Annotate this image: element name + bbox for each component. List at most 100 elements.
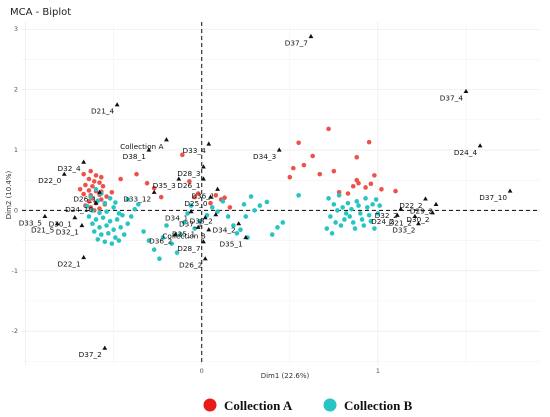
point-collection-a	[331, 168, 337, 174]
variable-label: D24_2	[371, 217, 394, 226]
point-collection-a	[104, 194, 109, 199]
variable-marker	[54, 221, 60, 226]
point-collection-b	[125, 221, 131, 226]
point-collection-b	[220, 199, 226, 204]
point-collection-a	[317, 171, 323, 177]
variable-label: D34_1	[165, 214, 188, 223]
variable-label: D37_10	[479, 193, 507, 202]
variable-marker	[102, 345, 108, 350]
point-collection-a	[227, 205, 233, 210]
point-collection-b	[100, 215, 106, 220]
point-collection-a	[93, 173, 99, 178]
point-collection-a	[88, 168, 94, 174]
point-collection-b	[361, 223, 367, 228]
variable-label: Collection A	[120, 142, 163, 151]
point-collection-b	[141, 229, 146, 234]
point-collection-a	[81, 191, 86, 197]
variable-marker	[433, 201, 439, 206]
y-tick-label: 1	[14, 146, 18, 154]
point-collection-b	[104, 223, 109, 228]
point-collection-b	[178, 232, 183, 237]
point-collection-a	[310, 153, 316, 159]
point-collection-b	[352, 226, 358, 231]
variable-label: D33_4	[183, 146, 207, 155]
variable-marker	[188, 209, 194, 214]
variable-label: Collection B	[162, 232, 205, 241]
point-collection-b	[174, 250, 180, 255]
point-collection-b	[98, 232, 104, 237]
variable-marker	[81, 159, 87, 164]
point-collection-a	[354, 154, 360, 160]
variable-marker	[430, 210, 435, 215]
y-tick-label: 0	[14, 206, 18, 214]
point-collection-b	[373, 197, 379, 202]
variable-marker	[42, 213, 48, 219]
variable-marker	[243, 234, 249, 240]
point-collection-a	[86, 176, 92, 182]
y-axis-label: Dim2 (10.4%)	[5, 170, 13, 219]
point-collection-b	[275, 225, 280, 230]
point-collection-a	[86, 188, 92, 193]
point-collection-b	[84, 203, 90, 209]
point-collection-a	[296, 140, 301, 146]
point-collection-a	[86, 199, 92, 204]
point-collection-b	[375, 211, 381, 216]
point-collection-b	[354, 199, 360, 204]
point-collection-a	[134, 171, 139, 177]
point-collection-a	[98, 174, 104, 180]
variable-marker	[72, 215, 78, 220]
legend-item-collection-a: Collection A	[203, 398, 293, 413]
point-collection-a	[109, 189, 115, 195]
point-collection-b	[118, 225, 123, 230]
point-collection-b	[349, 206, 354, 212]
point-collection-b	[370, 202, 375, 207]
point-collection-b	[113, 235, 118, 240]
variable-marker	[164, 137, 169, 142]
legend-label-collection-b: Collection B	[344, 398, 413, 413]
point-collection-a	[301, 162, 307, 168]
variable-label: D22_2	[399, 201, 422, 210]
point-collection-a	[158, 194, 164, 200]
variable-label: D35_1	[220, 240, 243, 249]
point-collection-b	[363, 196, 368, 201]
variable-marker	[507, 188, 513, 193]
variable-label: D37_1	[179, 220, 202, 229]
variable-marker	[416, 221, 421, 226]
variable-label: D22_1	[57, 260, 80, 269]
x-tick-label: 1	[376, 367, 380, 375]
y-tick-label: 3	[14, 25, 18, 33]
point-collection-b	[113, 200, 118, 205]
point-collection-b	[151, 247, 157, 252]
point-collection-b	[269, 232, 275, 237]
point-collection-a	[350, 183, 356, 189]
point-collection-b	[197, 218, 203, 224]
point-collection-a	[393, 188, 398, 194]
variable-marker	[206, 227, 212, 232]
x-axis-label: Dim1 (22.6%)	[261, 372, 310, 380]
point-collection-b	[107, 218, 113, 224]
point-collection-b	[225, 214, 231, 219]
point-collection-b	[95, 237, 101, 242]
point-collection-b	[342, 217, 347, 222]
variable-marker	[81, 254, 87, 260]
variable-label: D38_1	[123, 152, 146, 161]
variable-label: D36_1	[191, 191, 214, 200]
variable-marker	[97, 189, 102, 194]
point-collection-a	[98, 197, 104, 202]
variable-marker	[114, 102, 120, 107]
variable-label: D25_0	[184, 199, 208, 208]
point-collection-b	[111, 227, 116, 233]
point-collection-b	[128, 214, 134, 219]
variable-marker	[308, 33, 314, 39]
point-collection-b	[90, 208, 95, 213]
legend-label-collection-a: Collection A	[224, 398, 293, 413]
variable-label: D33_2	[392, 226, 415, 235]
point-collection-b	[169, 241, 175, 246]
point-collection-a	[100, 183, 106, 189]
data-points	[77, 126, 398, 262]
point-collection-b	[359, 217, 365, 222]
point-collection-a	[368, 181, 374, 187]
variable-marker	[213, 212, 219, 217]
variable-marker	[146, 147, 152, 152]
